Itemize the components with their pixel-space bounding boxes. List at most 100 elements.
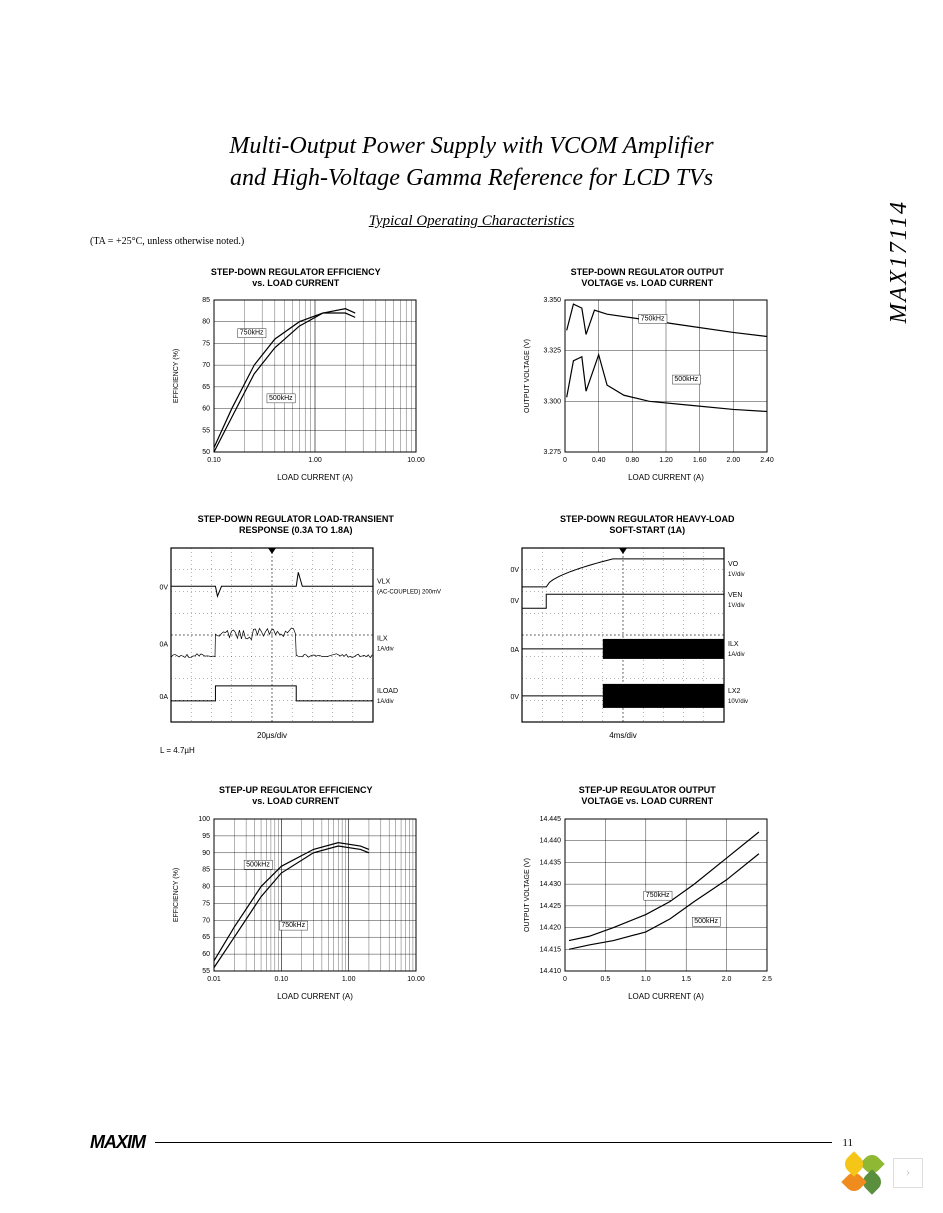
svg-text:750kHz: 750kHz	[646, 892, 670, 899]
svg-text:50: 50	[202, 449, 210, 456]
svg-text:90: 90	[202, 849, 210, 856]
maxim-logo: MAXIM	[90, 1132, 145, 1153]
page-content: Multi-Output Power Supply with VCOM Ampl…	[0, 0, 943, 1043]
charts-grid: STEP-DOWN REGULATOR EFFICIENCY vs. LOAD …	[90, 267, 853, 1003]
chart-vout-stepup: STEP-UP REGULATOR OUTPUT VOLTAGE vs. LOA…	[492, 785, 804, 1003]
svg-text:14.430: 14.430	[540, 881, 562, 888]
svg-text:14.435: 14.435	[540, 859, 562, 866]
svg-text:500kHz: 500kHz	[675, 376, 699, 383]
svg-text:70: 70	[202, 917, 210, 924]
svg-text:65: 65	[202, 934, 210, 941]
svg-text:1.0: 1.0	[641, 976, 651, 983]
svg-text:ILX: ILX	[377, 636, 388, 643]
svg-text:3.325: 3.325	[544, 348, 562, 355]
svg-text:(AC-COUPLED) 200mV/div: (AC-COUPLED) 200mV/div	[377, 589, 441, 595]
svg-text:3.350: 3.350	[544, 297, 562, 304]
chart5-svg: 5560657075808590951000.010.101.0010.00LO…	[166, 813, 426, 1003]
svg-text:750kHz: 750kHz	[281, 922, 305, 929]
svg-text:10V/div: 10V/div	[728, 699, 748, 705]
svg-text:4ms/div: 4ms/div	[609, 731, 637, 740]
svg-text:VEN: VEN	[728, 592, 742, 599]
chart2-svg: 3.2753.3003.3253.35000.400.801.201.602.0…	[517, 294, 777, 484]
svg-text:60: 60	[202, 406, 210, 413]
svg-text:ILOAD: ILOAD	[377, 688, 398, 695]
chart4-title: STEP-DOWN REGULATOR HEAVY-LOAD SOFT-STAR…	[560, 514, 735, 536]
svg-text:0V: 0V	[159, 584, 168, 591]
svg-text:1V/div: 1V/div	[728, 603, 745, 609]
chart3-title: STEP-DOWN REGULATOR LOAD-TRANSIENT RESPO…	[198, 514, 394, 536]
svg-text:VO: VO	[728, 561, 739, 568]
chart-load-transient: STEP-DOWN REGULATOR LOAD-TRANSIENT RESPO…	[140, 514, 452, 755]
svg-text:10.00: 10.00	[407, 976, 425, 983]
chart1-svg: 50556065707580850.101.0010.00LOAD CURREN…	[166, 294, 426, 484]
svg-text:0A: 0A	[159, 642, 168, 649]
main-title-line2: and High-Voltage Gamma Reference for LCD…	[230, 165, 713, 191]
svg-text:20µs/div: 20µs/div	[257, 731, 287, 740]
svg-text:LOAD CURRENT (A): LOAD CURRENT (A)	[277, 473, 353, 482]
svg-text:0V: 0V	[511, 598, 520, 605]
next-arrow[interactable]: ›	[893, 1158, 923, 1188]
svg-text:95: 95	[202, 832, 210, 839]
svg-text:70: 70	[202, 363, 210, 370]
chart6-title: STEP-UP REGULATOR OUTPUT VOLTAGE vs. LOA…	[579, 785, 716, 807]
chart3-svg: 0V VLX (AC-COUPLED) 200mV/div 0A ILX 1A/div 0A…	[151, 542, 441, 742]
svg-text:0.10: 0.10	[207, 457, 221, 464]
svg-text:0: 0	[563, 976, 567, 983]
svg-text:OUTPUT VOLTAGE (V): OUTPUT VOLTAGE (V)	[524, 339, 531, 413]
svg-text:100: 100	[198, 816, 210, 823]
svg-text:1.00: 1.00	[342, 976, 356, 983]
svg-text:14.425: 14.425	[540, 902, 562, 909]
flower-icon	[843, 1153, 883, 1193]
svg-text:LOAD CURRENT (A): LOAD CURRENT (A)	[628, 473, 704, 482]
main-title: Multi-Output Power Supply with VCOM Ampl…	[90, 130, 853, 195]
svg-text:0V: 0V	[511, 694, 520, 701]
svg-text:EFFICIENCY (%): EFFICIENCY (%)	[173, 349, 180, 403]
chart-soft-start: STEP-DOWN REGULATOR HEAVY-LOAD SOFT-STAR…	[492, 514, 804, 755]
svg-text:3.275: 3.275	[544, 449, 562, 456]
chart-efficiency-stepdown: STEP-DOWN REGULATOR EFFICIENCY vs. LOAD …	[140, 267, 452, 485]
svg-text:500kHz: 500kHz	[269, 395, 293, 402]
footer-rule	[155, 1142, 832, 1143]
svg-text:0.5: 0.5	[601, 976, 611, 983]
svg-text:1.5: 1.5	[682, 976, 692, 983]
corner-logo: ›	[843, 1153, 923, 1193]
svg-text:14.420: 14.420	[540, 924, 562, 931]
svg-text:1.00: 1.00	[308, 457, 322, 464]
condition-note: (TA = +25°C, unless otherwise noted.)	[90, 236, 853, 247]
svg-text:ILX: ILX	[728, 641, 739, 648]
section-title: Typical Operating Characteristics	[90, 213, 853, 230]
svg-text:55: 55	[202, 428, 210, 435]
svg-text:0: 0	[563, 457, 567, 464]
chart1-title: STEP-DOWN REGULATOR EFFICIENCY vs. LOAD …	[211, 267, 381, 289]
svg-text:14.410: 14.410	[540, 968, 562, 975]
svg-text:0.01: 0.01	[207, 976, 221, 983]
svg-text:55: 55	[202, 968, 210, 975]
svg-text:0A: 0A	[159, 694, 168, 701]
svg-text:1V/div: 1V/div	[728, 572, 745, 578]
chart4-svg: 0VVO1V/div0VVEN1V/div0AILX1A/div0VLX210V…	[502, 542, 792, 742]
svg-text:3.300: 3.300	[544, 399, 562, 406]
svg-text:85: 85	[202, 297, 210, 304]
svg-text:VLX: VLX	[377, 578, 391, 585]
svg-text:0.40: 0.40	[592, 457, 606, 464]
svg-text:LX2: LX2	[728, 688, 741, 695]
main-title-line1: Multi-Output Power Supply with VCOM Ampl…	[229, 133, 713, 159]
svg-text:2.40: 2.40	[760, 457, 774, 464]
svg-text:1A/div: 1A/div	[377, 647, 394, 653]
svg-text:1A/div: 1A/div	[728, 652, 745, 658]
svg-text:14.440: 14.440	[540, 837, 562, 844]
svg-text:500kHz: 500kHz	[695, 918, 719, 925]
svg-text:75: 75	[202, 341, 210, 348]
svg-text:EFFICIENCY (%): EFFICIENCY (%)	[173, 867, 180, 921]
svg-text:10.00: 10.00	[407, 457, 425, 464]
chart-vout-stepdown: STEP-DOWN REGULATOR OUTPUT VOLTAGE vs. L…	[492, 267, 804, 485]
petal	[841, 1151, 866, 1176]
svg-text:85: 85	[202, 866, 210, 873]
svg-text:0V: 0V	[511, 567, 520, 574]
svg-text:1A/div: 1A/div	[377, 699, 394, 705]
page-number: 11	[842, 1137, 853, 1149]
page-footer: MAXIM 11	[90, 1132, 853, 1153]
svg-text:500kHz: 500kHz	[246, 861, 270, 868]
chart6-svg: 14.41014.41514.42014.42514.43014.43514.4…	[517, 813, 777, 1003]
svg-text:80: 80	[202, 319, 210, 326]
